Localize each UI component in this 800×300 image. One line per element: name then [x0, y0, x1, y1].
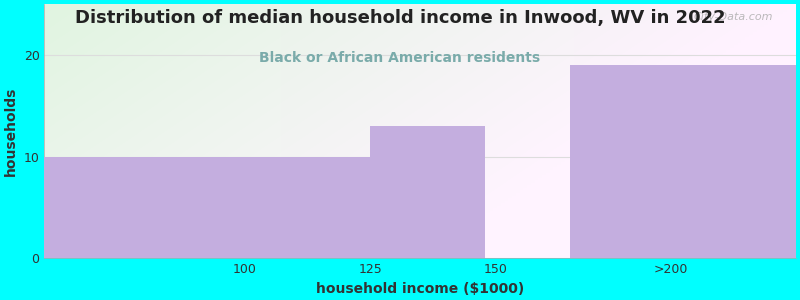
Bar	[45, 157, 370, 258]
Text: Black or African American residents: Black or African American residents	[259, 51, 541, 65]
Text: City-Data.com: City-Data.com	[694, 12, 774, 22]
Bar	[370, 126, 486, 258]
X-axis label: household income ($1000): household income ($1000)	[316, 282, 524, 296]
Text: Distribution of median household income in Inwood, WV in 2022: Distribution of median household income …	[74, 9, 726, 27]
Y-axis label: households: households	[4, 87, 18, 176]
Bar	[570, 65, 796, 258]
